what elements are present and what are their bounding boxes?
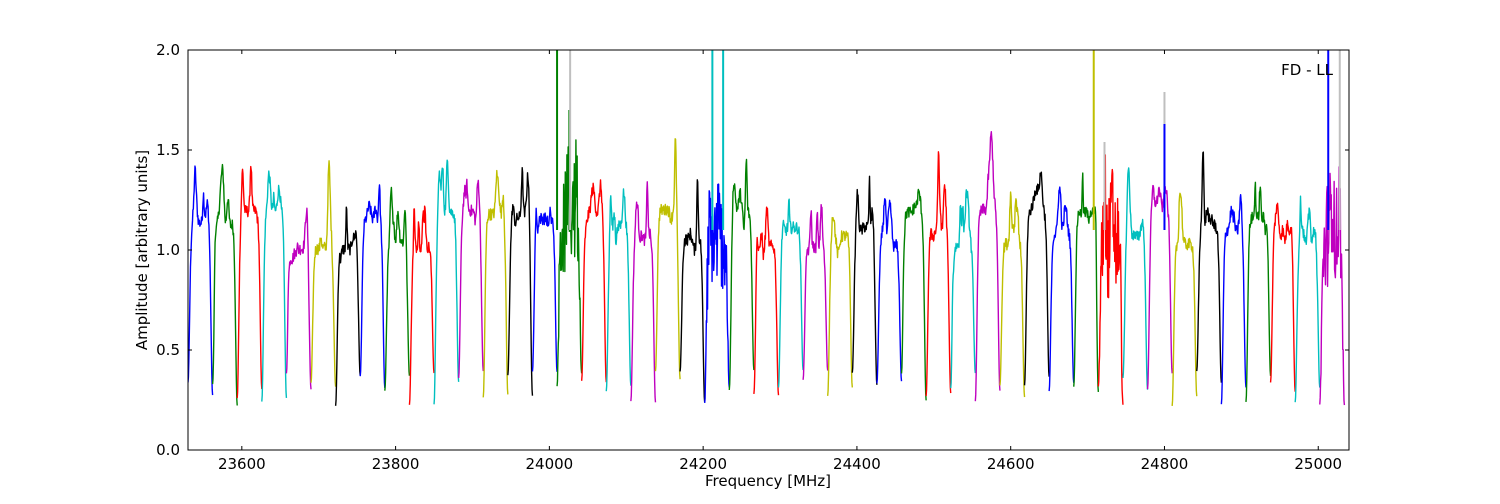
x-tick-label: 24000 — [526, 455, 574, 473]
x-tick-label: 24200 — [679, 455, 727, 473]
series-line-band-30 — [925, 151, 952, 397]
y-tick-label: 1.5 — [156, 141, 180, 159]
series-line-band-1 — [211, 163, 238, 406]
series-line-band-31 — [950, 189, 977, 389]
series-line-band-5 — [310, 160, 337, 387]
series-line-band-18 — [630, 181, 657, 403]
series-line-band-19 — [654, 138, 681, 380]
series-line-band-32 — [974, 131, 1001, 402]
series-line-band-42 — [1220, 193, 1247, 405]
y-tick-label: 1.0 — [156, 241, 180, 259]
series-line-band-35 — [1048, 186, 1075, 392]
series-line-band-44 — [1269, 202, 1296, 392]
series-line-band-2 — [236, 165, 263, 399]
series-line-band-24 — [777, 198, 804, 388]
series-line-band-45 — [1294, 195, 1321, 403]
x-tick-label: 24800 — [1141, 455, 1189, 473]
series-line-band-23 — [753, 206, 780, 396]
series-line-band-7 — [359, 184, 386, 389]
y-axis-label: Amplitude [arbitrary units] — [133, 150, 151, 350]
chart-annotation: FD - LL — [1281, 61, 1333, 79]
y-tick-label: 0.0 — [156, 441, 180, 459]
x-tick-label: 24400 — [833, 455, 881, 473]
series-line-band-27 — [851, 175, 878, 385]
series-line-band-17 — [605, 188, 632, 392]
series-line-band-33 — [999, 191, 1026, 398]
series-line-band-8 — [384, 186, 411, 391]
series-line-band-43 — [1245, 181, 1272, 402]
series-line-band-40 — [1171, 192, 1198, 406]
series-line-band-28 — [876, 198, 903, 384]
series-line-band-0 — [188, 165, 214, 396]
series-line-band-25 — [802, 204, 829, 380]
series-line-band-37 — [1097, 154, 1124, 405]
plot-frame — [187, 49, 1350, 451]
x-tick-label: 24600 — [987, 455, 1035, 473]
x-tick-label: 23600 — [218, 455, 266, 473]
series-line-band-3 — [261, 170, 288, 402]
x-tick-label: 23800 — [372, 455, 420, 473]
tick-layer: 23600 23800 24000 24200 24400 24600 24800 25000… — [156, 41, 1349, 473]
y-tick-label: 2.0 — [156, 41, 180, 59]
series-line-band-11 — [457, 178, 484, 378]
series-line-band-34 — [1023, 171, 1050, 386]
series-line-band-29 — [900, 188, 927, 401]
series-line-band-9 — [408, 205, 435, 405]
series-line-band-6 — [334, 206, 361, 406]
x-axis-label: Frequency [MHz] — [705, 472, 831, 490]
series-line-band-13 — [507, 167, 534, 396]
series-layer — [188, 131, 1346, 406]
series-line-band-16 — [580, 179, 607, 383]
y-tick-label: 0.5 — [156, 341, 180, 359]
series-line-band-4 — [285, 207, 312, 390]
series-line-band-14 — [531, 206, 558, 372]
series-line-band-39 — [1146, 184, 1173, 390]
series-line-band-12 — [482, 169, 509, 398]
series-line-band-38 — [1122, 167, 1149, 390]
series-line-band-15 — [556, 139, 583, 387]
series-line-band-10 — [433, 159, 460, 405]
series-line-band-22 — [728, 158, 755, 390]
spike-layer — [556, 50, 1341, 230]
series-line-band-26 — [827, 216, 854, 396]
x-tick-label: 25000 — [1294, 455, 1342, 473]
series-line-band-41 — [1196, 151, 1223, 383]
series-line-band-20 — [679, 179, 706, 403]
series-line-band-21 — [703, 183, 730, 404]
